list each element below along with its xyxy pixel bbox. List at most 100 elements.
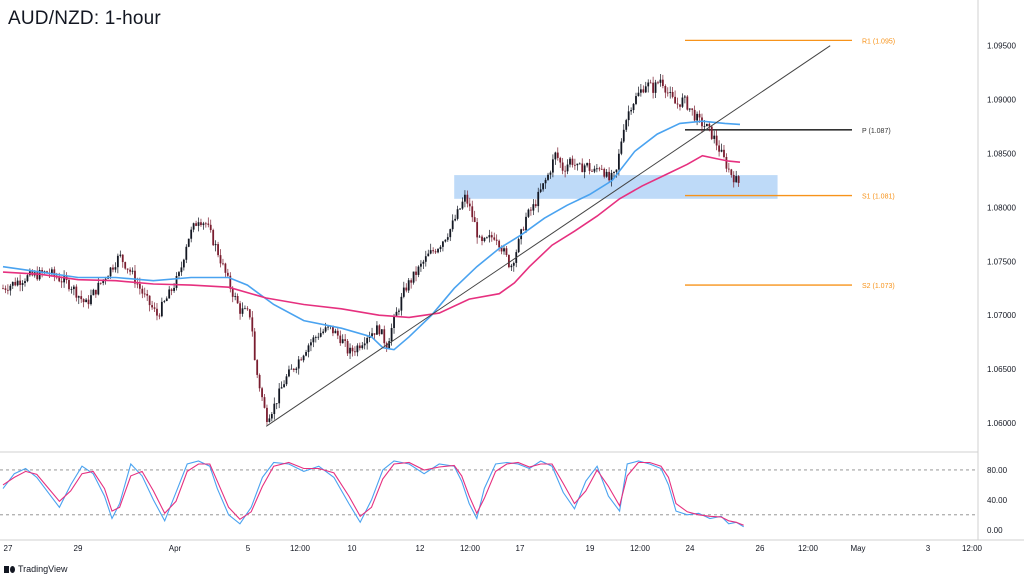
candle-body[interactable] [693, 109, 696, 121]
candle-body[interactable] [583, 165, 586, 173]
candle-body[interactable] [351, 347, 354, 352]
candle-body[interactable] [80, 296, 83, 300]
candle-body[interactable] [613, 171, 615, 173]
candle-body[interactable] [593, 168, 596, 172]
candle-body[interactable] [153, 307, 156, 309]
candle-body[interactable] [495, 239, 498, 241]
moving-average-slow-line[interactable] [2, 154, 741, 319]
candle-body[interactable] [190, 229, 193, 239]
candle-body[interactable] [124, 262, 127, 269]
candle-body[interactable] [429, 250, 432, 254]
candle-body[interactable] [732, 174, 735, 183]
candle-body[interactable] [178, 272, 180, 276]
stochastic-d-line[interactable] [2, 461, 744, 526]
candle-body[interactable] [500, 247, 503, 252]
candle-body[interactable] [290, 368, 293, 370]
candle-body[interactable] [725, 156, 728, 169]
candle-body[interactable] [138, 283, 141, 289]
candle-body[interactable] [180, 267, 183, 273]
candle-body[interactable] [737, 176, 740, 183]
candle-body[interactable] [263, 397, 266, 408]
candle-body[interactable] [446, 237, 449, 240]
candle-body[interactable] [288, 369, 290, 377]
candle-body[interactable] [688, 108, 691, 110]
candle-body[interactable] [608, 171, 611, 181]
candle-body[interactable] [332, 325, 334, 334]
candle-body[interactable] [383, 329, 386, 344]
candle-body[interactable] [588, 163, 591, 171]
candle-body[interactable] [644, 86, 647, 93]
candle-body[interactable] [197, 222, 200, 226]
candle-body[interactable] [556, 152, 559, 158]
candle-body[interactable] [50, 269, 53, 274]
candle-body[interactable] [366, 338, 369, 344]
candle-body[interactable] [412, 271, 415, 283]
candle-body[interactable] [339, 335, 342, 344]
candle-body[interactable] [134, 270, 136, 284]
candle-body[interactable] [544, 179, 547, 184]
candle-body[interactable] [483, 237, 486, 242]
candle-body[interactable] [473, 217, 476, 223]
candle-body[interactable] [307, 345, 310, 353]
candle-body[interactable] [300, 359, 303, 361]
candle-body[interactable] [371, 333, 373, 337]
candle-body[interactable] [280, 387, 283, 389]
candle-body[interactable] [478, 236, 481, 238]
candle-body[interactable] [36, 272, 39, 280]
candle-body[interactable] [683, 96, 686, 98]
candle-body[interactable] [41, 270, 44, 273]
candle-body[interactable] [666, 92, 669, 94]
candle-body[interactable] [207, 223, 210, 225]
candle-body[interactable] [424, 256, 427, 262]
candle-body[interactable] [104, 278, 107, 280]
candle-body[interactable] [270, 414, 273, 419]
candle-body[interactable] [258, 374, 261, 389]
candle-body[interactable] [637, 92, 640, 97]
candle-body[interactable] [705, 123, 708, 127]
candle-body[interactable] [691, 108, 694, 110]
candle-body[interactable] [246, 308, 249, 310]
candle-body[interactable] [158, 315, 161, 317]
candle-body[interactable] [302, 355, 305, 361]
moving-average-fast-line[interactable] [2, 120, 741, 351]
candle-body[interactable] [530, 209, 532, 211]
candle-body[interactable] [534, 204, 537, 207]
candle-body[interactable] [405, 287, 408, 291]
candle-body[interactable] [679, 104, 681, 107]
candle-body[interactable] [268, 418, 271, 422]
candle-body[interactable] [659, 79, 662, 83]
candle-body[interactable] [114, 267, 117, 270]
candle-body[interactable] [468, 203, 471, 207]
candle-body[interactable] [657, 82, 659, 84]
candle-body[interactable] [696, 113, 698, 121]
candle-body[interactable] [617, 153, 620, 170]
candle-body[interactable] [415, 271, 417, 275]
candle-body[interactable] [598, 168, 601, 170]
candle-body[interactable] [126, 268, 129, 270]
candle-body[interactable] [635, 96, 637, 104]
candle-body[interactable] [251, 317, 254, 332]
candle-body[interactable] [661, 79, 664, 86]
candle-body[interactable] [652, 82, 655, 93]
candle-body[interactable] [295, 368, 298, 371]
candle-body[interactable] [236, 296, 239, 304]
candle-body[interactable] [681, 97, 684, 107]
candle-body[interactable] [327, 326, 329, 328]
candle-body[interactable] [165, 298, 168, 302]
candle-body[interactable] [278, 388, 281, 404]
candle-body[interactable] [610, 172, 613, 181]
candle-body[interactable] [605, 171, 608, 177]
candle-body[interactable] [591, 170, 593, 172]
candle-body[interactable] [490, 235, 493, 238]
candle-body[interactable] [60, 281, 63, 283]
candle-body[interactable] [398, 310, 400, 312]
candle-body[interactable] [239, 303, 241, 314]
candle-body[interactable] [283, 384, 285, 388]
candle-body[interactable] [573, 164, 576, 166]
candle-body[interactable] [109, 267, 112, 277]
candle-body[interactable] [718, 145, 720, 152]
candle-body[interactable] [16, 280, 19, 286]
candle-body[interactable] [476, 222, 479, 238]
candle-body[interactable] [427, 253, 430, 257]
candle-body[interactable] [437, 249, 439, 253]
